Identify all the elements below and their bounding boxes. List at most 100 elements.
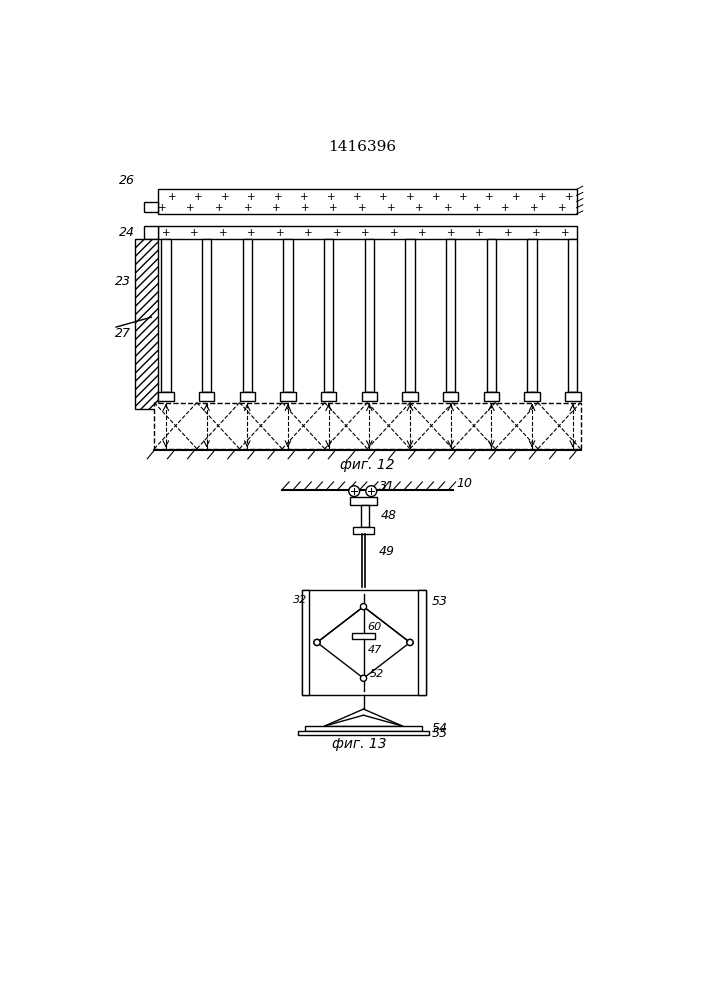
Bar	[353, 527, 374, 534]
Bar	[568, 239, 578, 392]
Bar	[407, 392, 413, 398]
Bar	[301, 590, 426, 695]
Circle shape	[314, 639, 320, 646]
Circle shape	[314, 639, 320, 646]
Bar	[161, 239, 170, 392]
Text: фиг. 13: фиг. 13	[332, 737, 387, 751]
Text: +: +	[380, 192, 388, 202]
Bar	[361, 392, 377, 401]
Text: +: +	[538, 192, 547, 202]
Circle shape	[361, 675, 367, 681]
Text: 60: 60	[368, 622, 382, 632]
Bar	[144, 226, 158, 239]
Text: +: +	[415, 203, 424, 213]
Bar	[158, 392, 174, 401]
Text: 47: 47	[368, 645, 382, 655]
Text: +: +	[300, 203, 310, 213]
Text: 24: 24	[119, 226, 135, 239]
Bar	[418, 590, 426, 695]
Bar	[365, 239, 374, 392]
Text: 31: 31	[379, 480, 395, 493]
Bar	[446, 239, 455, 392]
Bar	[352, 633, 375, 639]
Bar	[284, 239, 293, 392]
Text: +: +	[501, 203, 510, 213]
Bar	[349, 497, 378, 505]
Text: +: +	[168, 192, 176, 202]
Text: +: +	[276, 228, 284, 238]
Bar	[525, 392, 540, 401]
Text: +: +	[304, 228, 312, 238]
Text: 1416396: 1416396	[328, 140, 396, 154]
Text: 27: 27	[115, 327, 131, 340]
Bar	[324, 239, 333, 392]
Text: +: +	[444, 203, 452, 213]
Text: +: +	[194, 192, 203, 202]
Bar	[199, 392, 214, 401]
Text: 49: 49	[379, 545, 395, 558]
Text: +: +	[503, 228, 513, 238]
Text: +: +	[158, 203, 166, 213]
Bar	[448, 392, 454, 398]
Bar	[298, 731, 429, 735]
Text: +: +	[243, 203, 252, 213]
Bar	[570, 392, 575, 398]
Text: +: +	[459, 192, 467, 202]
Bar	[402, 392, 418, 401]
Text: фиг. 12: фиг. 12	[340, 458, 395, 472]
Text: +: +	[447, 228, 455, 238]
Bar	[158, 226, 577, 239]
Bar	[321, 392, 337, 401]
Text: 26: 26	[119, 174, 135, 187]
Text: 32: 32	[293, 595, 308, 605]
Bar	[280, 392, 296, 401]
Circle shape	[361, 604, 367, 610]
Circle shape	[349, 486, 360, 497]
Text: 52: 52	[370, 669, 384, 679]
Bar	[565, 392, 580, 401]
Text: +: +	[390, 228, 398, 238]
Text: +: +	[353, 192, 361, 202]
Text: +: +	[332, 228, 341, 238]
Bar	[204, 392, 210, 398]
Bar	[163, 392, 169, 398]
Text: 54: 54	[432, 722, 448, 735]
Bar	[527, 239, 537, 392]
Text: +: +	[187, 203, 195, 213]
Text: +: +	[561, 228, 569, 238]
Text: +: +	[215, 203, 223, 213]
Text: +: +	[532, 228, 541, 238]
Bar	[154, 403, 580, 449]
Text: 53: 53	[432, 595, 448, 608]
Text: +: +	[247, 192, 256, 202]
Text: +: +	[361, 228, 370, 238]
Text: +: +	[329, 203, 338, 213]
Text: +: +	[247, 228, 256, 238]
Text: +: +	[218, 228, 227, 238]
Text: 55: 55	[432, 727, 448, 740]
Bar	[361, 505, 369, 527]
Bar	[529, 392, 535, 398]
Text: +: +	[272, 203, 281, 213]
Circle shape	[366, 486, 377, 497]
Bar	[486, 239, 496, 392]
Bar	[405, 239, 414, 392]
Bar	[285, 392, 291, 398]
Bar	[489, 392, 494, 398]
Text: 23: 23	[115, 275, 131, 288]
Text: +: +	[472, 203, 481, 213]
Text: +: +	[432, 192, 441, 202]
Text: +: +	[190, 228, 199, 238]
Text: +: +	[485, 192, 493, 202]
Text: +: +	[327, 192, 335, 202]
Text: +: +	[300, 192, 309, 202]
Text: +: +	[530, 203, 538, 213]
Text: +: +	[512, 192, 520, 202]
Text: +: +	[162, 228, 170, 238]
Bar	[366, 392, 373, 398]
Text: +: +	[387, 203, 395, 213]
Bar	[240, 392, 255, 401]
Circle shape	[407, 639, 413, 646]
Bar	[158, 189, 577, 214]
Text: +: +	[559, 203, 567, 213]
